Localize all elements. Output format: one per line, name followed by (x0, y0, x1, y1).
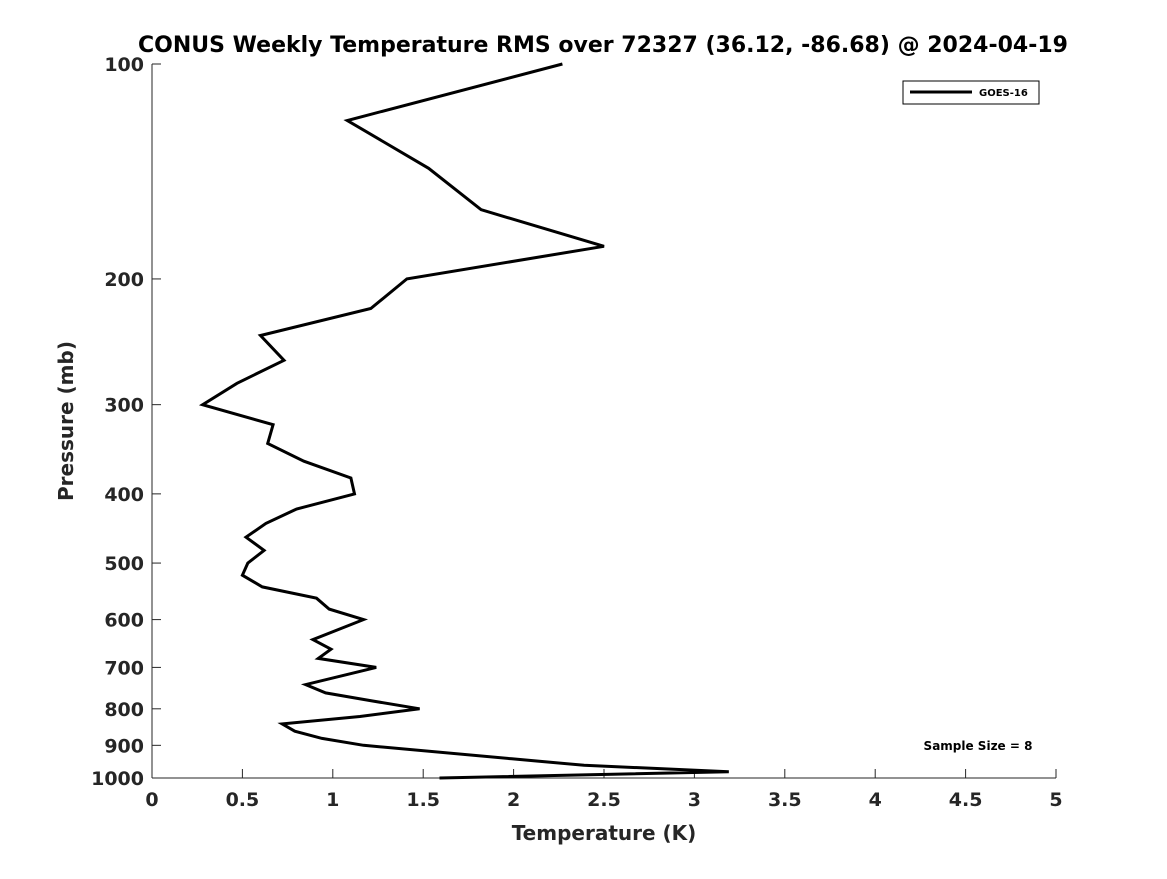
chart-title: CONUS Weekly Temperature RMS over 72327 … (138, 33, 1068, 58)
x-tick-label: 2 (507, 789, 520, 811)
series (203, 64, 729, 778)
x-tick-label: 1.5 (406, 789, 440, 811)
sample-size-annotation: Sample Size = 8 (924, 739, 1033, 753)
x-tick-label: 1 (326, 789, 339, 811)
legend-label-goes-16: GOES-16 (979, 88, 1028, 99)
y-axis-label: Pressure (mb) (54, 341, 78, 501)
y-tick-label: 600 (104, 610, 144, 632)
y-tick-label: 500 (104, 553, 144, 575)
y-tick-label: 900 (104, 735, 144, 757)
legend: GOES-16 (903, 81, 1039, 104)
axes (152, 64, 1056, 778)
y-tick-label: 200 (104, 269, 144, 291)
x-tick-label: 5 (1049, 789, 1062, 811)
x-axis-label: Temperature (K) (512, 821, 697, 845)
y-tick-label: 800 (104, 699, 144, 721)
ticks: 0 0.5 1 1.5 2 2.5 3 3.5 4 4.5 5 100 200 300 400 500 600 7… (91, 54, 1063, 811)
x-tick-label: 4.5 (949, 789, 983, 811)
series-line-goes-16 (203, 64, 729, 778)
y-tick-label: 300 (104, 395, 144, 417)
x-tick-label: 3 (688, 789, 701, 811)
x-tick-label: 2.5 (587, 789, 621, 811)
y-tick-label: 1000 (91, 768, 144, 790)
y-tick-label: 400 (104, 484, 144, 506)
x-tick-label: 0.5 (226, 789, 260, 811)
y-tick-label: 700 (104, 657, 144, 679)
y-tick-label: 100 (104, 54, 144, 76)
x-tick-label: 0 (145, 789, 158, 811)
x-tick-label: 3.5 (768, 789, 802, 811)
x-tick-label: 4 (869, 789, 882, 811)
